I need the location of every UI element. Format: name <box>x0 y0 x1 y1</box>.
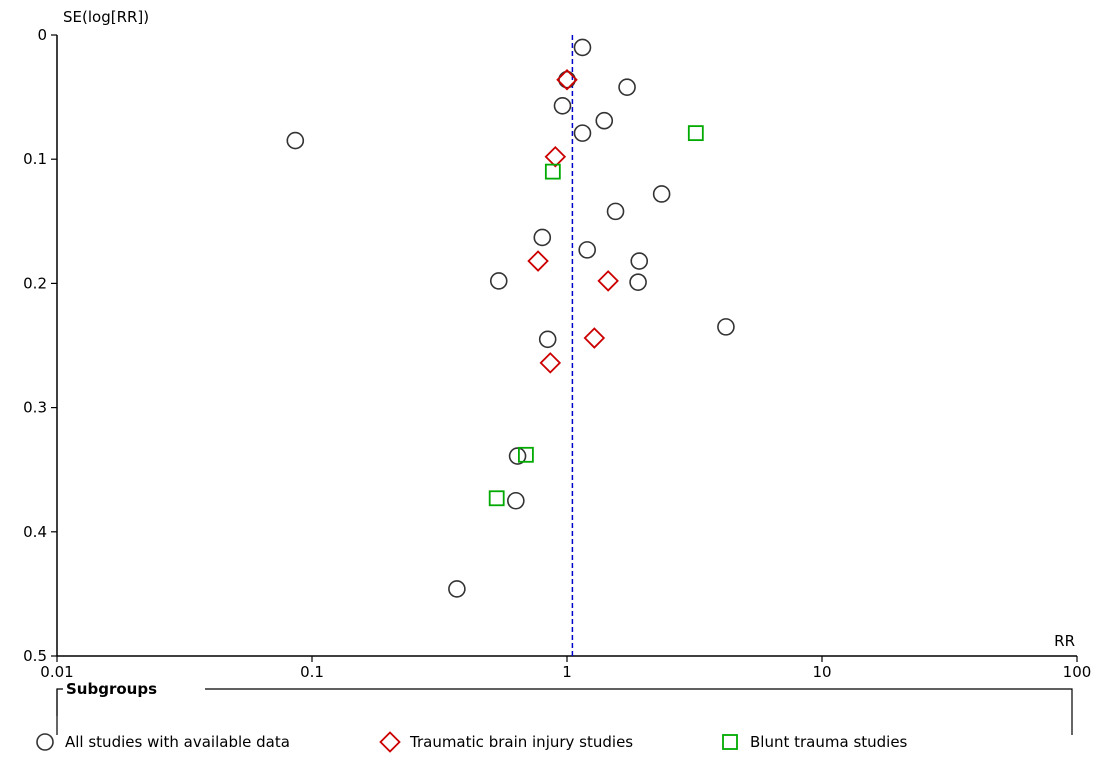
square-point <box>518 446 534 463</box>
diamond-point <box>527 250 549 272</box>
y-tick-label: 0.4 <box>23 523 47 541</box>
x-tick-label: 0.01 <box>40 663 73 681</box>
circle-point <box>595 111 614 130</box>
y-tick-label: 0.5 <box>23 647 47 665</box>
x-tick-label: 100 <box>1063 663 1092 681</box>
legend-square-marker <box>722 734 738 750</box>
circle-point <box>507 491 525 510</box>
diamond-point <box>544 145 567 168</box>
circle-point <box>508 447 527 465</box>
square-point <box>544 163 561 180</box>
circle-point <box>717 318 735 336</box>
circle-point <box>578 241 596 259</box>
legend-items: All studies with available data Traumatic… <box>36 731 908 753</box>
circle-point <box>558 70 576 89</box>
square-point <box>687 125 704 142</box>
circle-point <box>489 272 508 290</box>
diamond-point <box>539 352 562 374</box>
data-markers <box>286 38 735 598</box>
diamond-point <box>583 327 606 349</box>
legend: Subgroups All studies with available dat… <box>36 680 1072 762</box>
y-axis-title: SE(log[RR]) <box>63 8 149 26</box>
circle-point <box>448 580 466 598</box>
legend-label: All studies with available data <box>65 733 290 751</box>
legend-label: Blunt trauma studies <box>750 733 908 751</box>
x-tick-label: 0.1 <box>300 663 324 681</box>
circle-point <box>629 273 647 291</box>
x-ticks: 0.01 0.1 1 10 100 <box>40 656 1091 681</box>
circle-point <box>553 96 572 115</box>
y-tick-label: 0.1 <box>23 150 47 168</box>
legend-diamond-marker <box>379 731 401 753</box>
x-axis-title: RR <box>1054 632 1075 650</box>
x-tick-label: 1 <box>562 663 572 681</box>
y-tick-label: 0.2 <box>23 274 47 292</box>
legend-circle-marker <box>36 733 54 751</box>
axes: 0 0.1 0.2 0.3 0.4 0.5 0.01 0.1 1 10 100 SE(log[RR… <box>23 8 1091 681</box>
circle-point <box>618 78 636 96</box>
circle-point <box>538 330 557 349</box>
y-tick-label: 0 <box>37 26 47 44</box>
circle-point <box>630 252 649 270</box>
circle-point <box>286 131 305 150</box>
diamond-point <box>597 270 619 292</box>
circle-point <box>573 124 592 142</box>
circle-point <box>573 38 592 57</box>
circle-point <box>606 202 625 221</box>
legend-label: Traumatic brain injury studies <box>409 733 633 751</box>
legend-title: Subgroups <box>66 680 157 698</box>
y-tick-label: 0.3 <box>23 399 47 417</box>
square-point <box>488 490 505 507</box>
diamond-point <box>556 68 578 91</box>
circle-point <box>652 185 671 203</box>
circle-point <box>533 228 552 247</box>
y-ticks: 0 0.1 0.2 0.3 0.4 0.5 <box>23 26 57 665</box>
legend-frame <box>57 689 1072 762</box>
x-tick-label: 10 <box>812 663 831 681</box>
